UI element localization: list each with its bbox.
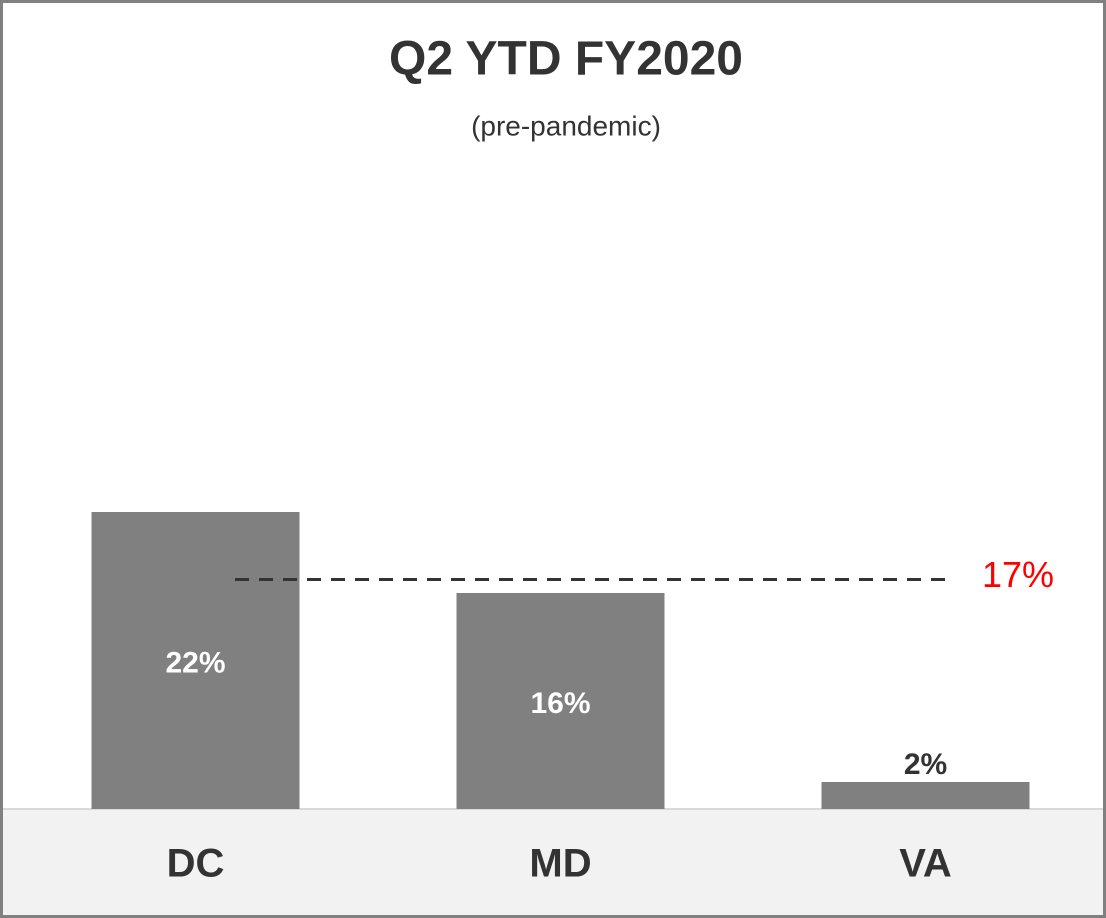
- data-label: 16%: [530, 687, 590, 720]
- data-label: 22%: [165, 646, 225, 679]
- data-label: 2%: [904, 748, 947, 781]
- x-tick-label: DC: [167, 842, 225, 886]
- reference-label: 17%: [982, 554, 1054, 595]
- bar: [91, 512, 300, 809]
- chart-subtitle: (pre-pandemic): [471, 110, 661, 141]
- chart-title: Q2 YTD FY2020: [389, 33, 743, 86]
- x-tick-label: VA: [899, 842, 952, 886]
- category-band: [3, 809, 1103, 915]
- bar: [456, 593, 665, 809]
- bar: [821, 782, 1030, 809]
- x-tick-label: MD: [529, 842, 591, 886]
